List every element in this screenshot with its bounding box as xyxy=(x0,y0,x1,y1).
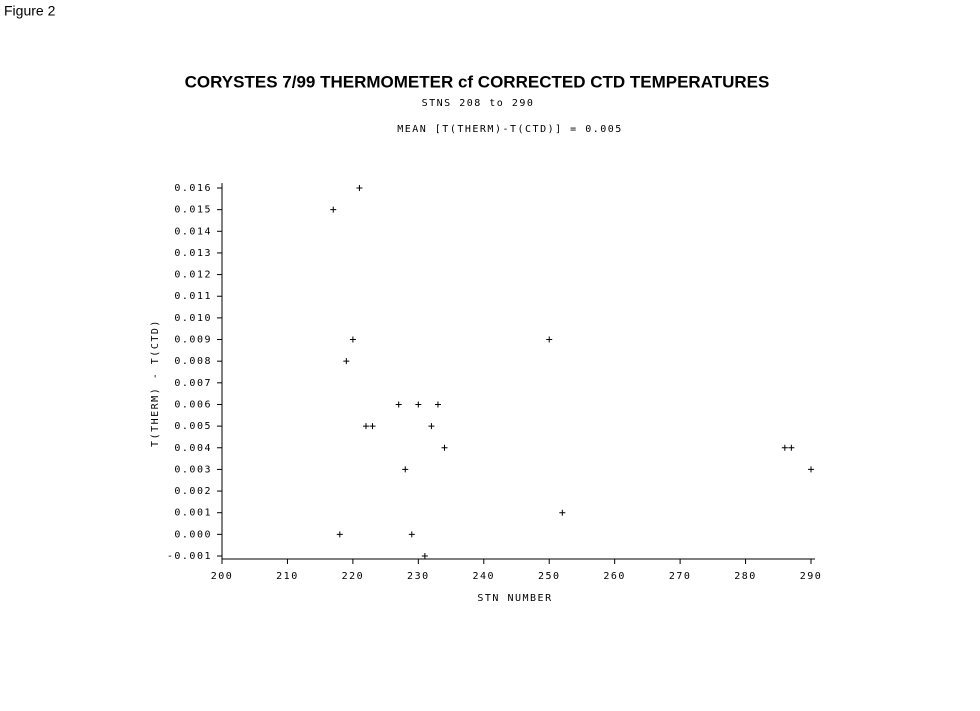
chart-subtitle: STNS 208 to 290 xyxy=(422,98,535,109)
point xyxy=(369,423,376,430)
point xyxy=(343,358,350,365)
y-tick-label: 0.015 xyxy=(174,205,212,216)
point xyxy=(408,531,415,538)
point xyxy=(421,553,428,559)
point xyxy=(546,336,553,343)
y-tick-label: 0.012 xyxy=(174,270,212,281)
point xyxy=(330,206,337,213)
point xyxy=(415,401,422,408)
y-tick-label: 0.010 xyxy=(174,313,212,324)
x-tick-label: 260 xyxy=(603,571,626,582)
x-tick-label: 200 xyxy=(211,571,234,582)
y-tick-label: 0.005 xyxy=(174,421,212,432)
x-tick-label: 270 xyxy=(669,571,692,582)
y-tick-label: 0.016 xyxy=(174,183,212,194)
chart-subtitle: MEAN [T(THERM)-T(CTD)] = 0.005 xyxy=(397,124,623,135)
point xyxy=(336,531,343,538)
y-tick-label: 0.011 xyxy=(174,291,212,302)
y-tick-label: -0.001 xyxy=(167,551,212,562)
point xyxy=(402,466,409,473)
y-tick-label: 0.006 xyxy=(174,399,212,410)
point xyxy=(349,336,356,343)
y-axis-label: T(THERM) - T(CTD) xyxy=(150,319,161,447)
y-tick-label: 0.000 xyxy=(174,529,212,540)
y-tick-label: 0.002 xyxy=(174,486,212,497)
x-axis-label: STN NUMBER xyxy=(477,593,552,604)
point xyxy=(395,401,402,408)
y-tick-label: 0.013 xyxy=(174,248,212,259)
x-tick-label: 210 xyxy=(276,571,299,582)
point xyxy=(808,466,814,473)
x-tick-label: 240 xyxy=(472,571,495,582)
x-tick-label: 280 xyxy=(734,571,757,582)
y-tick-label: 0.014 xyxy=(174,226,212,237)
point xyxy=(356,185,363,191)
point xyxy=(434,401,441,408)
point xyxy=(559,509,566,516)
point xyxy=(441,444,448,451)
point xyxy=(428,423,435,430)
x-tick-label: 290 xyxy=(800,571,823,582)
y-tick-label: 0.008 xyxy=(174,356,212,367)
y-tick-label: 0.001 xyxy=(174,508,212,519)
x-tick-label: 220 xyxy=(342,571,365,582)
point xyxy=(362,423,369,430)
point xyxy=(781,444,788,451)
y-tick-label: 0.003 xyxy=(174,464,212,475)
point xyxy=(788,444,795,451)
figure-label: Figure 2 xyxy=(4,3,56,19)
x-tick-label: 230 xyxy=(407,571,430,582)
y-tick-label: 0.009 xyxy=(174,335,212,346)
y-tick-label: 0.007 xyxy=(174,378,212,389)
chart-title: CORYSTES 7/99 THERMOMETER cf CORRECTED C… xyxy=(185,72,770,91)
y-tick-label: 0.004 xyxy=(174,443,212,454)
x-tick-label: 250 xyxy=(538,571,561,582)
